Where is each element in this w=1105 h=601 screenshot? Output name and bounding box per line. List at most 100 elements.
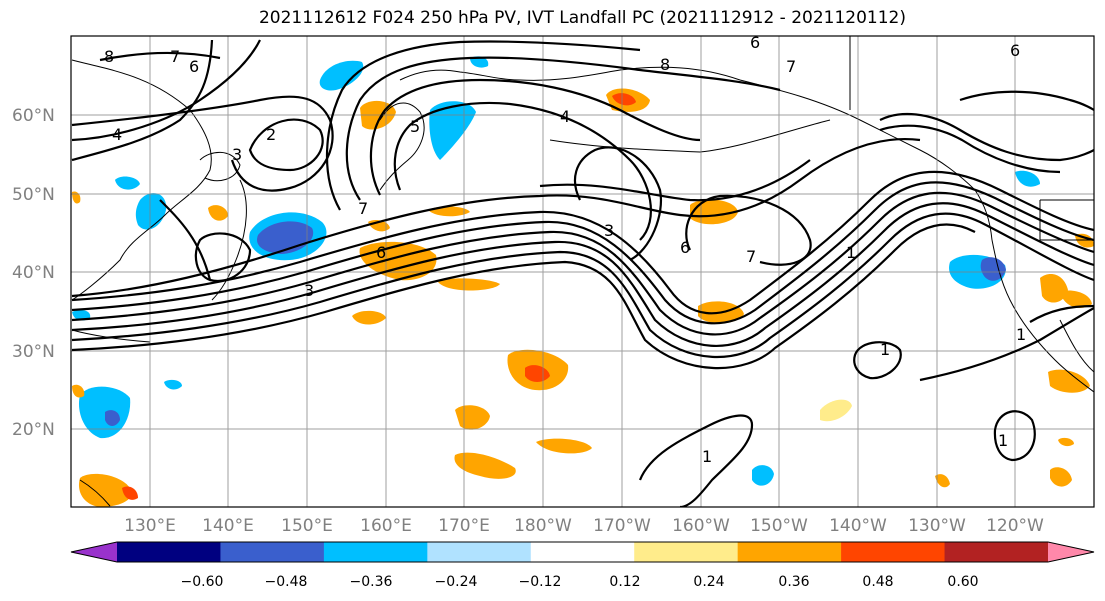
contour-label: 6 [189,57,199,76]
anomaly-area [78,473,132,507]
lon-label: 130°W [908,516,966,536]
lat-label: 50°N [12,185,55,205]
map-frame [70,35,1095,508]
colorbar-bin [530,542,635,562]
contour-label: 1 [1016,325,1026,344]
anomaly-area [122,486,138,500]
anomaly-area [115,176,140,190]
colorbar-outline [70,541,1095,563]
contour-label: 6 [680,238,690,257]
anomaly-area [525,365,550,382]
anomaly-area [470,56,489,68]
contour-label: 4 [112,125,122,144]
contour-label: 1 [702,447,712,466]
lon-label: 170°W [593,516,651,536]
colorbar-bin [737,542,842,562]
contour-label: 8 [104,47,114,66]
lon-label: 160°W [672,516,730,536]
anomaly-area [319,60,364,91]
anomaly-area [72,384,85,398]
anomaly-area [935,474,950,488]
lon-label: 150°E [281,516,333,536]
contour-label: 6 [376,243,386,262]
anomaly-area [1050,467,1072,487]
anomaly-area [438,278,500,291]
contour-label: 1 [846,243,856,262]
contour-label: 3 [304,281,314,300]
colorbar-tick-label: −0.24 [435,574,478,590]
contour-labels: 8 7 6 4 2 3 6 8 7 6 6 3 7 6 1 1 1 1 1 3 … [104,33,1026,466]
anomaly-area [454,452,516,479]
anomaly-area [1060,290,1092,308]
colorbar-bin [944,542,1049,562]
anomaly-area [752,465,774,486]
lat-label: 30°N [12,342,55,362]
anomaly-area [352,310,386,325]
anomaly-area [208,205,228,221]
colorbar-extend-high [1048,542,1094,562]
anomaly-area [72,310,91,321]
anomaly-area [820,399,852,422]
colorbar-bin [117,542,221,562]
contour-label: 1 [880,340,890,359]
contour-label: 8 [660,55,670,74]
colorbar-tick-label: −0.48 [265,574,308,590]
contour-label: 6 [1010,41,1020,60]
anomaly-area [1048,369,1090,393]
anomaly-area [612,93,636,106]
anomaly-area [164,379,182,390]
contour-label: 7 [786,57,796,76]
coastlines [71,36,1094,507]
colorbar-tick-label: 0.48 [862,574,893,590]
longitude-labels: 130°E 140°E 150°E 160°E 170°E 180°W 170°… [124,516,1044,536]
map-title: 2021112612 F024 250 hPa PV, IVT Landfall… [258,8,906,28]
contour-label: 2 [266,125,276,144]
anomaly-area [536,438,592,454]
colorbar-tick-label: −0.60 [181,574,224,590]
colorbar-bin [634,542,739,562]
latitude-labels: 60°N 50°N 40°N 30°N 20°N [12,106,55,440]
colorbar-bin [841,542,946,562]
colorbar-tick-label: 0.60 [947,574,978,590]
contour-label: 3 [232,145,242,164]
colorbar-ticks: −0.60 −0.48 −0.36 −0.24 −0.12 0.12 0.24 … [181,574,979,590]
lon-label: 180°W [514,516,572,536]
anomaly-area [690,199,738,225]
contour-label: 5 [410,117,420,136]
lon-label: 150°W [750,516,808,536]
anomaly-area [1040,274,1068,303]
colorbar-bin [427,542,532,562]
contour-label: 1 [998,431,1008,450]
contour-label: 7 [170,47,180,66]
contour-label: 7 [358,199,368,218]
lon-label: 130°E [124,516,176,536]
anomaly-area [105,410,120,426]
lon-label: 160°E [360,516,412,536]
lat-label: 60°N [12,106,55,126]
pv-contours [71,39,1094,507]
lon-label: 140°W [829,516,887,536]
lon-label: 120°W [986,516,1044,536]
contour-label: 4 [560,107,570,126]
colorbar-tick-label: −0.12 [519,574,562,590]
colorbar-tick-label: 0.24 [693,574,724,590]
colorbar-bin [220,542,325,562]
anomaly-area [1015,170,1040,187]
colorbar-bin [323,542,428,562]
contour-label: 6 [750,33,760,52]
anomaly-area [72,191,81,204]
colorbar-tick-label: 0.12 [609,574,640,590]
colorbar-tick-label: 0.36 [778,574,809,590]
lon-label: 170°E [438,516,490,536]
anomaly-area [1058,437,1074,447]
colorbar-extend-low [71,542,117,562]
contour-label: 7 [746,247,756,266]
colorbar-tick-label: −0.36 [350,574,393,590]
lat-label: 40°N [12,263,55,283]
lon-label: 140°E [202,516,254,536]
contour-label: 3 [604,221,614,240]
colorbar [70,541,1095,563]
lat-label: 20°N [12,420,55,440]
anomaly-area [78,386,131,439]
